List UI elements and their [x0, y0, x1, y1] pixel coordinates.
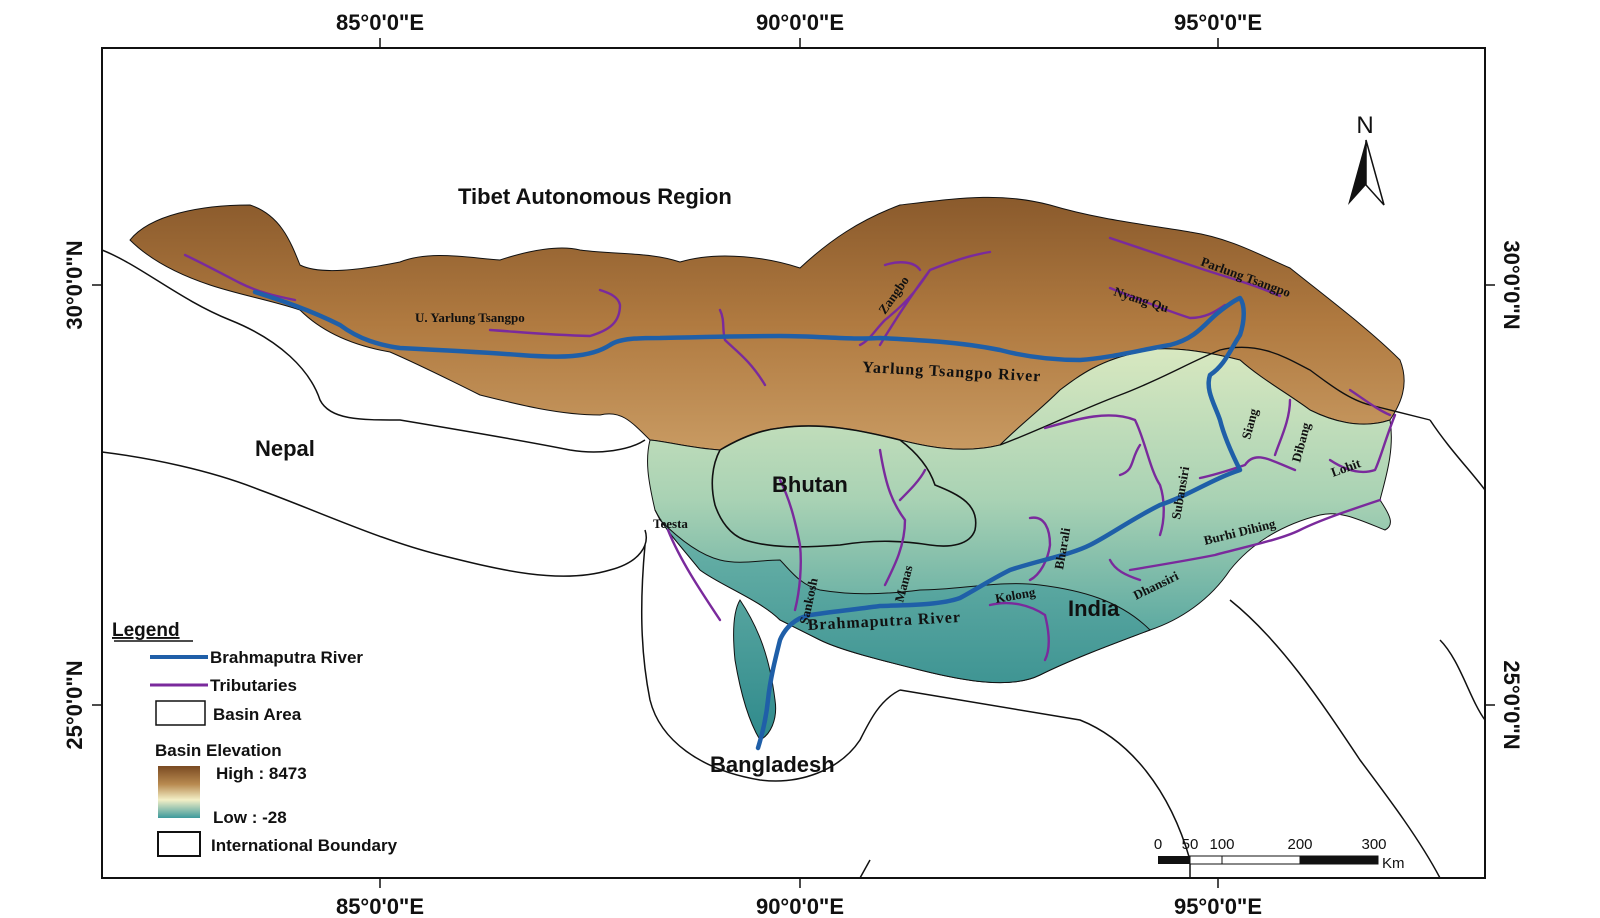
river-label-teesta: Teesta — [653, 516, 688, 531]
legend: Legend Brahmaputra River Tributaries Bas… — [112, 620, 398, 857]
north-arrow-icon: N — [1348, 112, 1385, 206]
country-label-india: India — [1068, 596, 1120, 621]
scale-tick-50: 50 — [1182, 836, 1199, 853]
scale-tick-300: 300 — [1361, 836, 1386, 853]
legend-label-boundary: International Boundary — [211, 836, 398, 855]
legend-label-basin-area: Basin Area — [213, 705, 302, 724]
legend-elevation-low: Low : -28 — [213, 808, 287, 827]
lon-ticks — [92, 38, 1495, 888]
river-label-bharali: Bharali — [1051, 526, 1073, 570]
legend-title: Legend — [112, 620, 180, 641]
longitude-label-bottom-1: 85°0'0"E — [336, 894, 424, 918]
legend-swatch-basin-area — [155, 700, 206, 726]
international-boundaries — [101, 249, 1486, 879]
country-label-nepal: Nepal — [255, 436, 315, 461]
river-label-u-yarlung: U. Yarlung Tsangpo — [415, 310, 525, 325]
bhutan-boundary — [711, 425, 977, 548]
india-china-boundary — [999, 346, 1431, 446]
longitude-label-bottom-2: 90°0'0"E — [756, 894, 844, 918]
scale-tick-0: 0 — [1154, 836, 1162, 853]
legend-label-main-river: Brahmaputra River — [210, 648, 363, 667]
north-arrow-label: N — [1356, 112, 1373, 139]
legend-elevation-high: High : 8473 — [216, 764, 307, 783]
region-title: Tibet Autonomous Region — [458, 184, 732, 209]
river-label-kolong: Kolong — [994, 584, 1037, 606]
legend-label-tributaries: Tributaries — [210, 676, 297, 695]
longitude-label-top-3: 95°0'0"E — [1174, 10, 1262, 35]
legend-swatch-boundary — [157, 831, 201, 857]
scale-bar: 0 50 100 200 300 Km — [1154, 836, 1405, 872]
tributaries — [183, 236, 1397, 662]
scale-tick-200: 200 — [1287, 836, 1312, 853]
longitude-label-top-1: 85°0'0"E — [336, 10, 424, 35]
country-label-bangladesh: Bangladesh — [710, 752, 835, 777]
latitude-label-left-1: 30°0'0"N — [62, 240, 87, 329]
scale-tick-100: 100 — [1209, 836, 1234, 853]
latitude-label-right-2: 25°0'0"N — [1499, 660, 1524, 749]
main-river — [252, 289, 1246, 751]
longitude-label-top-2: 90°0'0"E — [756, 10, 844, 35]
latitude-label-right-1: 30°0'0"N — [1499, 240, 1524, 329]
legend-elevation-title: Basin Elevation — [155, 741, 282, 760]
longitude-label-bottom-3: 95°0'0"E — [1174, 894, 1262, 918]
legend-elevation-ramp — [158, 766, 200, 818]
scale-unit: Km — [1382, 855, 1405, 872]
latitude-label-left-2: 25°0'0"N — [62, 660, 87, 749]
country-label-bhutan: Bhutan — [772, 472, 848, 497]
